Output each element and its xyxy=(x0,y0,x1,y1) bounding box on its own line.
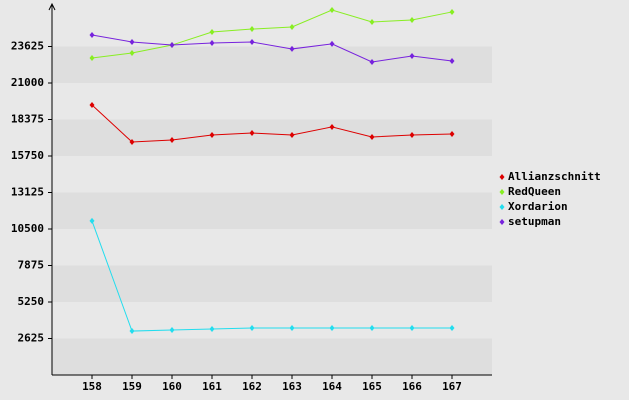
marker xyxy=(89,217,95,224)
marker xyxy=(209,28,215,35)
x-tick-label: 166 xyxy=(402,380,422,393)
marker xyxy=(209,325,215,332)
marker xyxy=(449,131,455,138)
marker xyxy=(409,53,415,60)
grid-band xyxy=(52,229,492,266)
legend-label: setupman xyxy=(508,215,561,228)
y-tick-label: 15750 xyxy=(11,149,44,162)
x-tick-label: 167 xyxy=(442,380,462,393)
y-tick-label: 7875 xyxy=(18,259,45,272)
legend-label: RedQueen xyxy=(508,185,561,198)
grid-band xyxy=(52,338,492,375)
legend-marker xyxy=(499,219,505,225)
marker xyxy=(249,130,255,137)
series-line xyxy=(91,9,453,59)
marker xyxy=(169,42,175,49)
marker xyxy=(249,38,255,45)
y-tick-label: 2625 xyxy=(18,332,45,345)
x-tick-label: 164 xyxy=(322,380,342,393)
marker xyxy=(449,325,455,332)
marker xyxy=(289,132,295,139)
marker xyxy=(449,58,455,65)
marker xyxy=(369,59,375,66)
legend-marker xyxy=(499,189,505,195)
marker xyxy=(329,325,335,332)
grid-band xyxy=(52,156,492,193)
marker xyxy=(369,18,375,25)
x-tick-label: 158 xyxy=(82,380,102,393)
grid-band xyxy=(52,119,492,156)
marker xyxy=(89,32,95,39)
grid-band xyxy=(52,302,492,339)
marker xyxy=(169,137,175,144)
y-tick-label: 21000 xyxy=(11,76,44,89)
series-line xyxy=(91,34,453,63)
y-tick-label: 13125 xyxy=(11,186,44,199)
marker xyxy=(129,38,135,45)
marker xyxy=(369,325,375,332)
marker xyxy=(89,54,95,61)
marker xyxy=(329,7,335,13)
y-tick-label: 23625 xyxy=(11,40,44,53)
marker xyxy=(209,132,215,139)
marker xyxy=(209,39,215,46)
marker xyxy=(289,45,295,52)
x-tick-label: 165 xyxy=(362,380,382,393)
grid-band xyxy=(52,265,492,302)
legend-marker xyxy=(499,204,505,210)
marker xyxy=(249,26,255,33)
marker xyxy=(449,8,455,15)
legend-label: Allianzschnitt xyxy=(508,170,601,183)
marker xyxy=(409,325,415,332)
marker xyxy=(89,101,95,108)
grid-band xyxy=(52,83,492,120)
y-tick-label: 10500 xyxy=(11,222,44,235)
marker xyxy=(289,325,295,332)
marker xyxy=(409,17,415,24)
axis-arrow xyxy=(48,2,56,11)
marker xyxy=(329,123,335,130)
x-tick-label: 159 xyxy=(122,380,142,393)
marker xyxy=(289,23,295,30)
marker xyxy=(369,133,375,140)
series-line xyxy=(91,104,453,143)
x-tick-label: 160 xyxy=(162,380,182,393)
marker xyxy=(129,328,135,335)
x-tick-label: 161 xyxy=(202,380,222,393)
marker xyxy=(169,326,175,333)
series-line xyxy=(91,220,452,332)
marker xyxy=(249,325,255,332)
marker xyxy=(409,132,415,139)
legend-label: Xordarion xyxy=(508,200,568,213)
legend-marker xyxy=(499,174,505,180)
grid-band xyxy=(52,192,492,229)
x-tick-label: 163 xyxy=(282,380,302,393)
y-tick-label: 18375 xyxy=(11,113,44,126)
marker xyxy=(129,49,135,56)
x-tick-label: 162 xyxy=(242,380,262,393)
marker xyxy=(129,138,135,145)
grid-band xyxy=(52,46,492,83)
marker xyxy=(329,40,335,47)
y-tick-label: 5250 xyxy=(18,295,45,308)
